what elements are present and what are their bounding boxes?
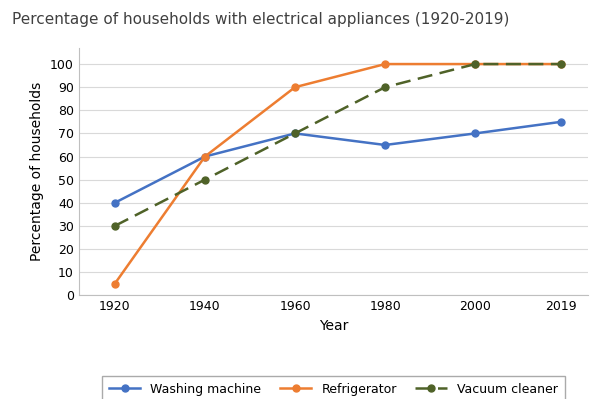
Vacuum cleaner: [381, 85, 388, 90]
Washing machine: [381, 142, 388, 147]
Legend: Washing machine, Refrigerator, Vacuum cleaner: Washing machine, Refrigerator, Vacuum cl…: [102, 376, 565, 399]
Text: Percentage of households with electrical appliances (1920-2019): Percentage of households with electrical…: [12, 12, 510, 27]
Refrigerator: [291, 85, 299, 90]
Refrigerator: [557, 62, 564, 67]
Refrigerator: [111, 281, 118, 286]
Refrigerator: [471, 62, 479, 67]
Line: Washing machine: Washing machine: [112, 119, 564, 206]
Washing machine: [557, 119, 564, 124]
Line: Refrigerator: Refrigerator: [112, 61, 564, 287]
Washing machine: [471, 131, 479, 136]
Y-axis label: Percentage of households: Percentage of households: [30, 82, 44, 261]
Vacuum cleaner: [557, 62, 564, 67]
Vacuum cleaner: [471, 62, 479, 67]
Vacuum cleaner: [201, 177, 208, 182]
Refrigerator: [381, 62, 388, 67]
Refrigerator: [201, 154, 208, 159]
Washing machine: [291, 131, 299, 136]
Vacuum cleaner: [111, 223, 118, 228]
Vacuum cleaner: [291, 131, 299, 136]
Line: Vacuum cleaner: Vacuum cleaner: [112, 61, 564, 229]
X-axis label: Year: Year: [319, 319, 348, 333]
Washing machine: [201, 154, 208, 159]
Washing machine: [111, 200, 118, 205]
